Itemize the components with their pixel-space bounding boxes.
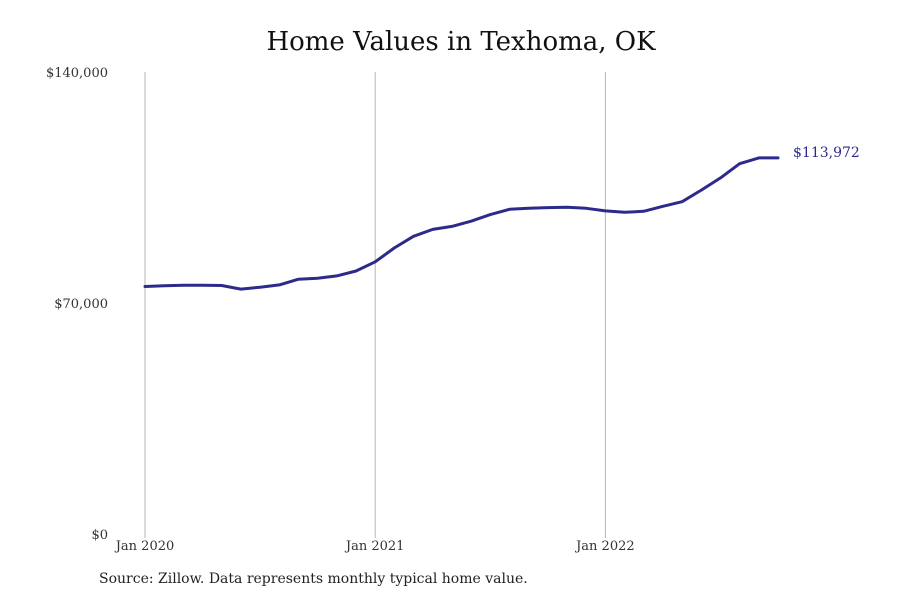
source-note: Source: Zillow. Data represents monthly …: [99, 571, 528, 587]
x-tick-label: Jan 2020: [114, 539, 175, 554]
y-tick-label: $70,000: [54, 297, 108, 312]
y-tick-label: $140,000: [46, 66, 108, 81]
x-tick-label: Jan 2021: [344, 539, 405, 554]
end-value-label: $113,972: [793, 145, 860, 161]
y-axis-ticks: $0 $70,000 $140,000: [46, 66, 108, 543]
chart-title: Home Values in Texhoma, OK: [266, 27, 656, 57]
x-tick-label: Jan 2022: [574, 539, 635, 554]
x-gridlines: [144, 72, 606, 538]
x-axis-ticks: Jan 2020 Jan 2021 Jan 2022: [114, 539, 635, 554]
series-line: [143, 156, 780, 291]
y-tick-label: $0: [91, 528, 108, 543]
